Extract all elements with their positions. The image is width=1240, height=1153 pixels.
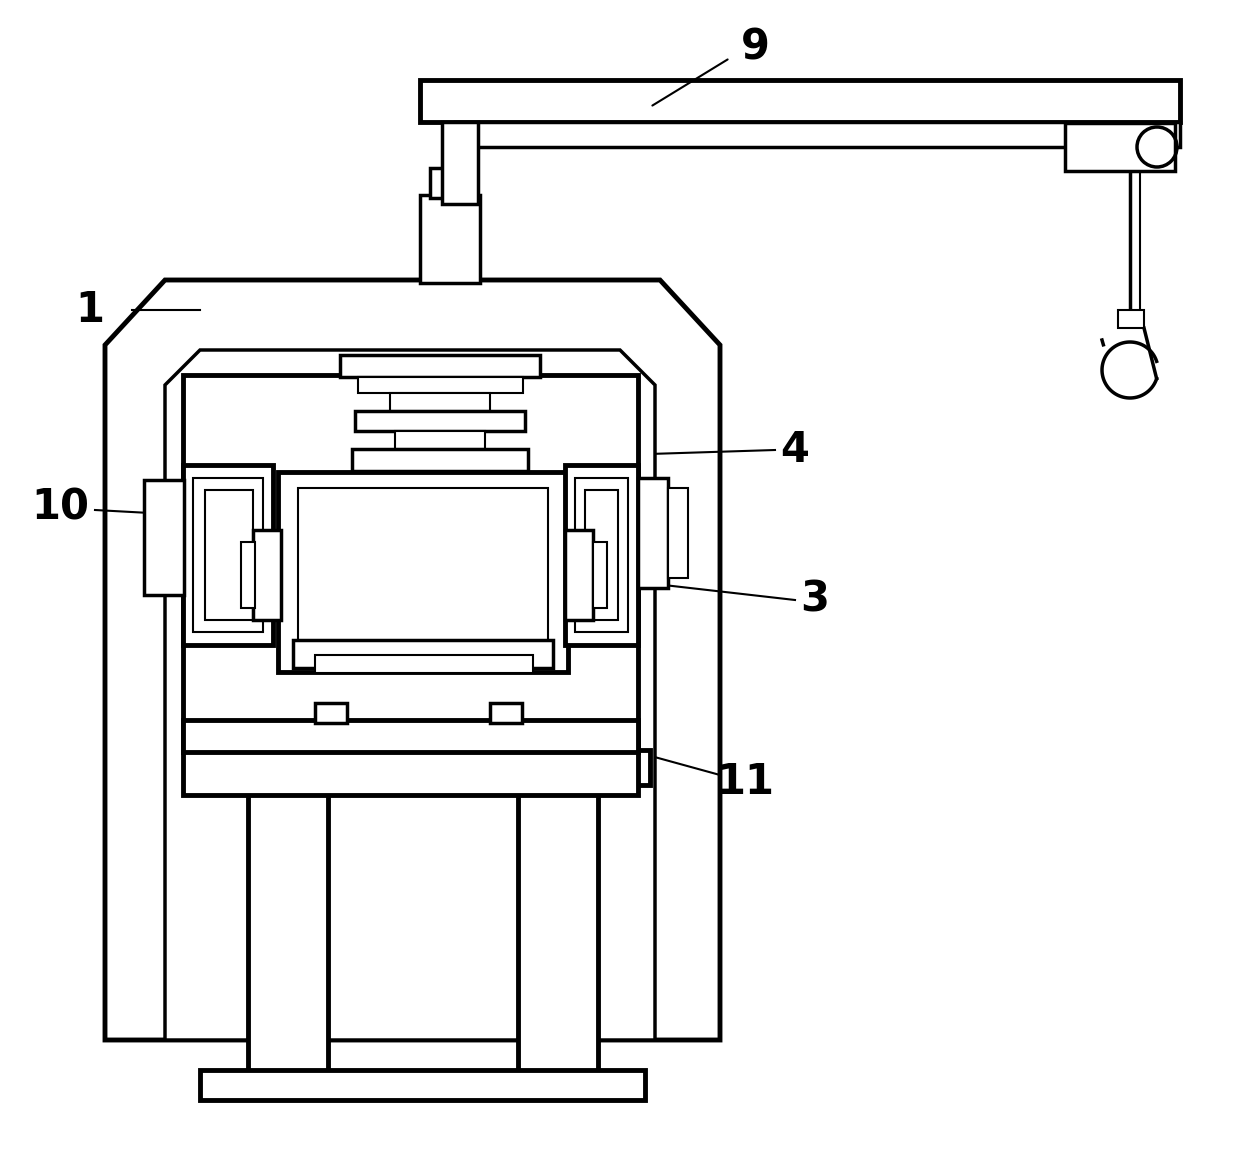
Bar xyxy=(639,478,668,588)
Bar xyxy=(193,478,263,632)
Bar xyxy=(668,488,688,578)
Text: 4: 4 xyxy=(780,429,810,470)
Bar xyxy=(420,80,1180,122)
Bar xyxy=(200,1070,645,1100)
Bar xyxy=(441,122,477,204)
Bar xyxy=(293,640,553,668)
Bar xyxy=(396,431,485,449)
Bar xyxy=(593,542,608,608)
Bar xyxy=(241,542,255,608)
Text: 9: 9 xyxy=(740,27,770,69)
Text: 10: 10 xyxy=(31,487,89,529)
Bar xyxy=(1065,123,1176,171)
Bar xyxy=(184,465,273,645)
Bar xyxy=(430,168,470,198)
Bar xyxy=(358,377,523,393)
Bar xyxy=(248,785,329,1075)
Text: 3: 3 xyxy=(801,579,830,621)
Bar xyxy=(565,465,639,645)
Bar xyxy=(184,375,639,796)
Bar xyxy=(355,410,525,431)
Bar xyxy=(565,530,593,620)
Bar xyxy=(340,355,539,377)
Bar xyxy=(315,703,347,723)
Bar xyxy=(298,488,548,656)
Bar xyxy=(195,749,650,785)
Polygon shape xyxy=(165,351,655,1040)
Bar xyxy=(420,195,480,282)
Bar xyxy=(205,490,253,620)
Bar xyxy=(352,449,528,470)
Bar xyxy=(455,122,1180,146)
Text: 11: 11 xyxy=(715,761,774,802)
Text: 1: 1 xyxy=(76,289,104,331)
Bar xyxy=(585,490,618,620)
Bar xyxy=(490,703,522,723)
Polygon shape xyxy=(105,280,720,1040)
Bar xyxy=(391,393,490,410)
Bar xyxy=(518,785,598,1075)
Bar xyxy=(184,719,639,752)
Bar xyxy=(144,480,184,595)
Bar xyxy=(278,472,568,672)
Bar xyxy=(1118,310,1145,327)
Bar xyxy=(575,478,627,632)
Bar xyxy=(315,655,533,673)
Bar xyxy=(253,530,281,620)
